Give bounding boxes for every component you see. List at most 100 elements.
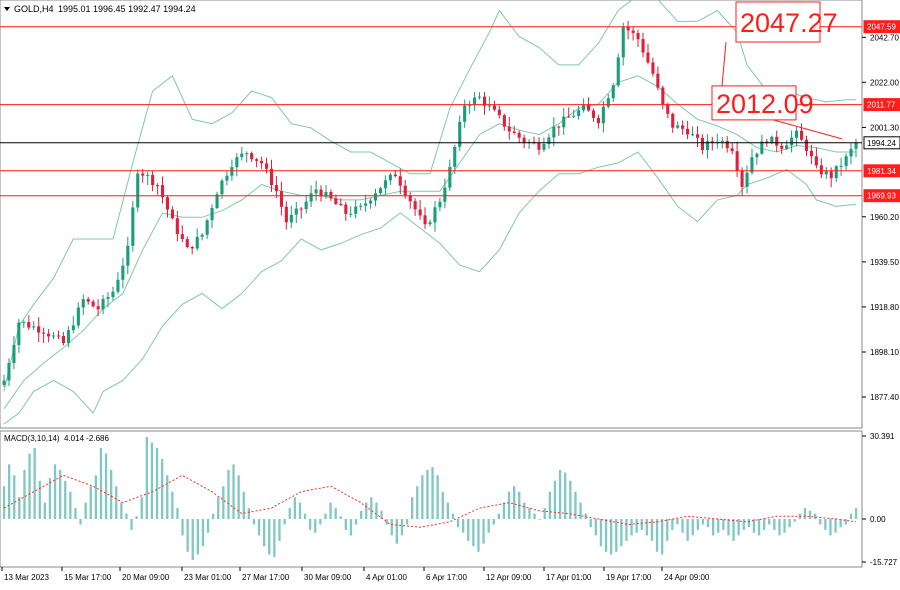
time-tick-label: 23 Mar 01:00 [184,573,232,582]
time-tick-label: 6 Apr 17:00 [426,573,467,582]
macd-histogram-bar [803,508,807,519]
candle-bear [725,141,729,149]
macd-histogram-bar [120,502,123,519]
candle-bear [393,174,397,177]
macd-histogram-bar [808,510,812,519]
candle-bull [101,298,105,310]
macd-histogram-bar [293,497,296,520]
macd-histogram-bar [13,475,16,519]
ohlc-readout: 1995.01 1996.45 1992.47 1994.24 [58,4,196,14]
macd-histogram-bar [630,519,633,536]
price-pane-frame [0,0,863,429]
time-tick-label: 20 Mar 09:00 [122,573,170,582]
candle-bear [502,115,506,127]
macd-histogram-bar [319,519,322,525]
macd-histogram-bar [314,519,317,533]
candle-bear [319,189,323,197]
macd-histogram-bar [150,442,154,519]
candle-bear [800,130,804,140]
candle-bull [121,265,125,280]
macd-histogram-bar [232,464,235,519]
candle-bear [175,218,179,235]
candle-bull [760,141,764,154]
macd-histogram-bar [186,519,189,552]
candle-bull [131,207,135,246]
macd-histogram-bar [166,475,169,519]
macd-histogram-bar [824,519,827,530]
candle-bull [314,189,318,194]
macd-histogram-bar [395,519,398,544]
candle-bear [780,145,784,149]
candle-bear [492,105,496,110]
macd-histogram-bar [53,464,57,519]
macd-histogram-bar [354,519,358,525]
macd-tick-label: 30.391 [870,432,895,441]
candle-bull [146,174,150,176]
macd-histogram-bar [69,491,72,519]
candle-bull [705,141,709,150]
level-price-label: 1969.93 [867,192,896,201]
candle-bear [775,136,779,146]
time-tick-label: 13 Mar 2023 [4,573,49,582]
candle-bear [567,116,571,118]
macd-histogram-bar [625,519,628,541]
candle-bear [334,198,338,204]
macd-histogram-bar [783,519,786,533]
candle-bear [255,159,259,161]
bollinger-upper-band [3,0,856,392]
candle-bear [636,33,640,40]
macd-histogram-bar [344,519,347,530]
candle-bear [681,125,685,129]
candle-bull [7,363,11,381]
collapse-triangle-icon[interactable] [4,7,10,11]
candle-bull [562,116,566,128]
candle-bull [32,326,36,328]
macd-histogram-bar [814,513,817,520]
macd-histogram-bar [48,478,52,520]
macd-histogram-bar [303,513,307,520]
macd-histogram-bar [421,475,424,519]
candle-bear [274,185,278,192]
candle-bear [696,134,700,138]
macd-histogram-bar [18,497,21,520]
candle-bull [304,201,308,210]
macd-histogram-bar [268,519,271,555]
macd-histogram-bar [829,519,832,536]
candle-bull [116,279,120,292]
candle-bear [408,195,412,202]
macd-histogram-bar [59,469,62,520]
candle-bull [106,297,110,299]
macd-histogram-bar [161,458,164,519]
macd-histogram-bar [89,486,92,519]
candle-bear [96,306,100,310]
macd-histogram-bar [701,519,705,525]
candle-bull [478,96,482,98]
candle-bear [265,163,269,169]
macd-histogram-bar [763,519,766,530]
candle-bear [557,126,561,128]
price-annotations: 2047.27 2012.09 [711,1,843,140]
macd-tick-label: 0.00 [870,515,886,524]
macd-histogram-bar [558,469,562,520]
macd-histogram-bar [104,453,108,520]
candlesticks [2,20,858,387]
macd-histogram-bar [84,502,87,519]
macd-histogram-bar [732,519,735,541]
macd-histogram-bar [79,519,82,525]
macd-histogram-bar [722,519,725,530]
macd-histogram-bar [507,491,511,519]
macd-histogram-bar [686,519,689,541]
candle-bull [240,153,244,158]
candle-bull [453,146,457,167]
macd-histogram-bar [390,519,393,536]
macd-histogram-bar [462,519,465,533]
candle-bear [740,170,744,187]
candle-bear [403,185,407,196]
macd-histogram-bar [74,508,77,519]
level-price-label: 1981.34 [867,167,896,176]
macd-histogram [2,437,858,560]
candle-bear [522,137,526,143]
candle-bull [245,153,249,155]
candle-bull [369,200,373,204]
